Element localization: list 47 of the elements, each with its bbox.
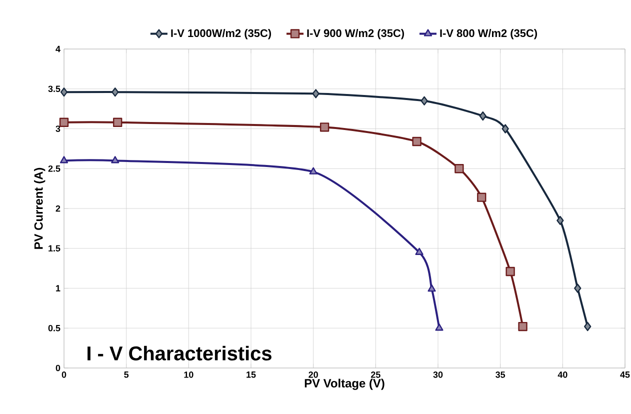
- legend-label: I-V 900 W/m2 (35C): [307, 29, 404, 40]
- x-axis-title: PV Voltage (V): [304, 378, 384, 390]
- point: [584, 322, 592, 332]
- point: [60, 87, 68, 97]
- x-tick-label: 35: [496, 372, 506, 378]
- point: [412, 136, 422, 146]
- x-tick-label: 20: [308, 372, 318, 378]
- point: [435, 324, 444, 331]
- x-tick-label: 5: [124, 372, 129, 378]
- point: [454, 164, 464, 174]
- y-tick-label: 3: [56, 126, 60, 132]
- point: [428, 284, 436, 292]
- point: [111, 156, 120, 164]
- point: [518, 322, 528, 332]
- x-tick-label: 45: [620, 372, 630, 378]
- y-axis-title: PV Current (A): [34, 168, 46, 249]
- x-tick-label: 0: [62, 372, 66, 378]
- x-tick-label: 25: [370, 372, 380, 378]
- point: [506, 266, 515, 276]
- y-tick-label: 3.5: [48, 86, 60, 92]
- y-tick-label: 2: [56, 205, 60, 212]
- annotation: I - V Characteristics: [88, 346, 272, 360]
- legend-label: I-V 800 W/m2 (35C): [440, 29, 537, 40]
- y-tick-label: 0: [56, 364, 60, 372]
- point: [312, 89, 320, 98]
- legend-label: I-V 1000W/m2 (35C): [171, 29, 271, 40]
- x-tick-label: 40: [558, 372, 568, 378]
- y-tick-label: 1.5: [48, 245, 60, 252]
- point: [309, 167, 318, 174]
- point: [556, 216, 564, 226]
- x-tick-label: 15: [246, 372, 256, 378]
- y-tick-label: 4: [56, 46, 60, 52]
- x-tick-label: 30: [433, 372, 443, 378]
- x-tick-label: 10: [184, 372, 194, 378]
- y-tick-label: 2.5: [48, 165, 60, 172]
- point: [479, 111, 486, 121]
- y-tick-label: 0.5: [48, 324, 60, 332]
- point: [415, 248, 424, 255]
- point: [477, 192, 486, 202]
- point: [502, 124, 509, 134]
- y-tick-label: 1: [56, 285, 60, 292]
- point: [113, 118, 122, 127]
- point: [420, 96, 428, 106]
- point: [112, 87, 119, 97]
- point: [574, 284, 582, 293]
- point: [320, 122, 330, 132]
- point: [59, 118, 69, 127]
